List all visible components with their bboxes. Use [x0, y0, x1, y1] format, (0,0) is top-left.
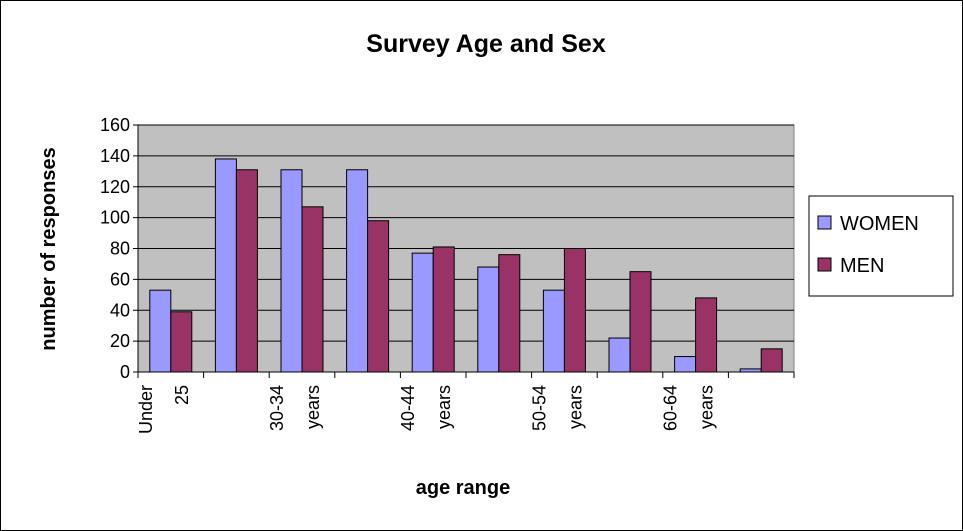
x-tick-label: 40-44: [398, 385, 418, 431]
x-tick-label: years: [565, 385, 585, 429]
x-tick-label: Under: [136, 385, 156, 434]
x-tick-label: years: [303, 385, 323, 429]
legend: WOMEN MEN: [808, 195, 954, 297]
x-tick-label: 60-64: [661, 385, 681, 431]
bar-women-9: [674, 356, 697, 373]
legend-label-men: MEN: [840, 255, 884, 277]
x-tick-label: 50-54: [529, 385, 549, 431]
bar-women-3: [280, 169, 303, 373]
bar-men-3: [301, 206, 324, 373]
y-tick-label: 20: [110, 331, 130, 351]
y-tick-label: 0: [120, 362, 130, 382]
bar-men-6: [498, 254, 521, 373]
bar-men-5: [432, 246, 455, 373]
legend-box: [808, 195, 954, 297]
bar-women-1: [149, 289, 172, 373]
y-tick-label: 160: [100, 115, 130, 135]
bar-women-10: [739, 368, 762, 373]
x-tick-label: 25: [172, 385, 192, 405]
y-tick-label: 60: [110, 269, 130, 289]
bar-men-1: [170, 311, 193, 373]
y-tick-label: 40: [110, 300, 130, 320]
bar-men-2: [235, 169, 258, 373]
bar-men-4: [367, 220, 390, 373]
x-tick-label: years: [434, 385, 454, 429]
bar-women-4: [346, 169, 369, 373]
y-tick-label: 140: [100, 146, 130, 166]
bar-women-7: [542, 289, 565, 373]
x-tick-label: years: [697, 385, 717, 429]
y-axis-title: number of responses: [38, 147, 60, 350]
bar-men-10: [760, 348, 783, 373]
y-tick-label: 120: [100, 177, 130, 197]
bar-men-9: [695, 297, 718, 373]
bar-women-5: [411, 252, 434, 373]
x-axis-title: age range: [416, 477, 510, 499]
y-tick-label: 80: [110, 239, 130, 259]
legend-swatch-men: [817, 257, 832, 272]
bar-women-6: [477, 266, 500, 373]
chart-title: Survey Age and Sex: [366, 30, 606, 58]
legend-swatch-women: [817, 215, 832, 230]
x-tick-label: 30-34: [267, 385, 287, 431]
bar-men-8: [629, 271, 652, 373]
bar-women-2: [214, 158, 237, 373]
plot-area: 0 20 40 60 80 100 120 140 160 Under 25 30-34 years 40…: [100, 115, 795, 434]
bar-men-7: [563, 248, 586, 373]
bar-women-8: [608, 337, 631, 373]
y-tick-label: 100: [100, 208, 130, 228]
legend-label-women: WOMEN: [840, 213, 919, 235]
